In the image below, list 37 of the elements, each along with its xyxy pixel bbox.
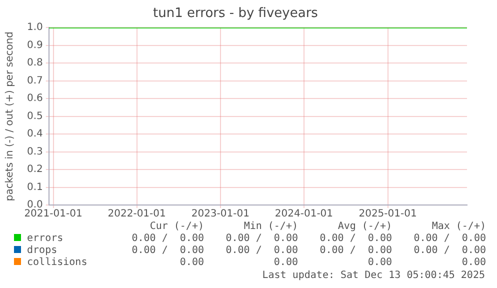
y-tick-label: 0.6 [26, 93, 43, 104]
y-tick-label: 0.2 [26, 164, 43, 176]
y-tick-label: 0.4 [26, 128, 43, 140]
y-tick-label: 0.5 [26, 110, 43, 122]
y-tick-label: 0.9 [26, 40, 43, 51]
text: 0.00 / 0.00 [318, 245, 392, 257]
text: Avg (-/+) [336, 221, 392, 233]
text: 0.00 [366, 257, 392, 269]
y-tick-label: 0.1 [26, 182, 43, 193]
text: Cur (-/+) [148, 221, 204, 233]
y-axis-title: packets in (-) / out (+) per second [4, 31, 16, 202]
text: 0.00 [460, 257, 486, 269]
text: 0.00 / 0.00 [412, 233, 486, 245]
text: 0.00 [178, 257, 204, 269]
y-tick-label: 1.0 [26, 22, 43, 34]
chart-title: tun1 errors - by fiveyears [153, 6, 318, 22]
text: Max (-/+) [430, 221, 486, 233]
text: 0.00 / 0.00 [224, 233, 298, 245]
text: 0.00 / 0.00 [130, 245, 204, 257]
x-tick-label: 2022-01-01 [108, 208, 166, 220]
text: 0.00 / 0.00 [130, 233, 204, 245]
y-tick-label: 0.7 [26, 75, 43, 86]
legend-label: collisions [26, 257, 88, 269]
legend-label: errors [26, 233, 64, 245]
x-tick-label: 2025-01-01 [358, 208, 417, 220]
x-tick-label: 2021-01-01 [24, 208, 82, 220]
x-tick-label: 2024-01-01 [274, 208, 334, 220]
text: 0.00 [272, 257, 298, 269]
y-tick-label: 0.8 [26, 58, 43, 69]
text: Last update: Sat Dec 13 05:00:45 2025 [262, 270, 485, 281]
y-tick-label: 0.3 [26, 146, 43, 158]
text: 0.00 / 0.00 [224, 245, 298, 257]
text: Min (-/+) [242, 221, 298, 233]
text: 0.00 / 0.00 [412, 245, 486, 257]
x-tick-label: 2023-01-01 [191, 208, 250, 220]
text: 0.00 / 0.00 [318, 233, 392, 245]
legend-label: drops [26, 245, 58, 257]
